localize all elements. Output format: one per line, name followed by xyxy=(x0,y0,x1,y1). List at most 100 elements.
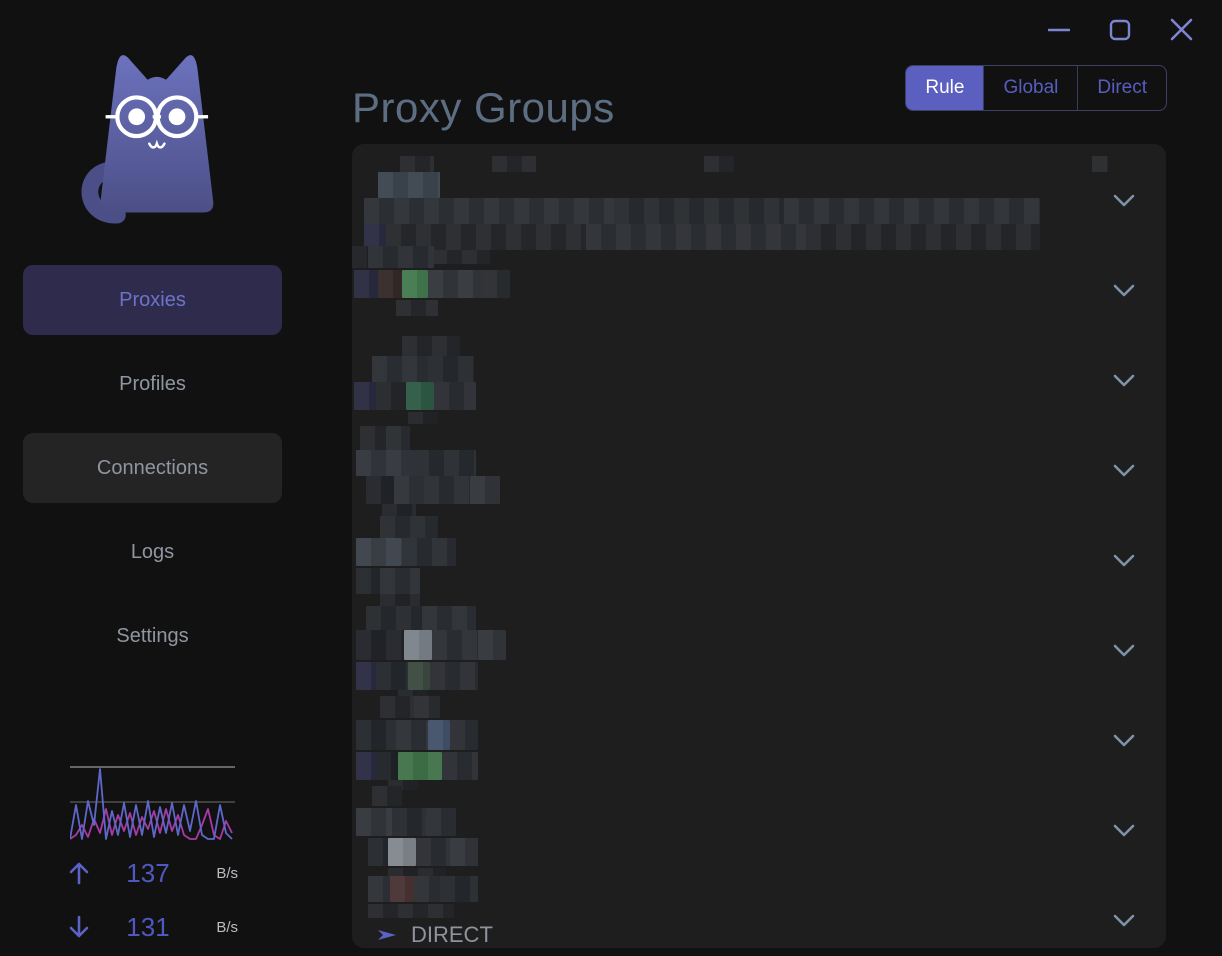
upload-speed-value: 137 xyxy=(126,857,170,888)
censored-block xyxy=(364,224,386,250)
sidebar: Proxies Profiles Connections Logs Settin… xyxy=(0,0,305,956)
mode-rule-button[interactable]: Rule xyxy=(906,66,984,110)
censored-block xyxy=(398,690,428,700)
proxy-group-row[interactable] xyxy=(352,606,1166,700)
censored-block xyxy=(704,156,734,172)
minimize-button[interactable] xyxy=(1036,12,1082,50)
censored-block xyxy=(402,270,428,298)
censored-block xyxy=(400,156,434,172)
close-button[interactable] xyxy=(1158,12,1204,50)
download-speed: 131 B/s xyxy=(68,909,238,945)
censored-block xyxy=(614,198,784,224)
censored-block xyxy=(372,356,428,382)
chevron-down-icon[interactable] xyxy=(1113,644,1135,658)
upload-speed-unit: B/s xyxy=(216,864,238,882)
censored-block xyxy=(380,568,420,594)
proxy-group-row[interactable] xyxy=(352,696,1166,790)
censored-block xyxy=(368,838,388,866)
censored-block xyxy=(428,356,474,382)
chevron-down-icon[interactable] xyxy=(1113,194,1135,208)
censored-block xyxy=(404,630,432,660)
censored-block xyxy=(394,476,424,504)
censored-block xyxy=(354,382,376,410)
minimize-icon xyxy=(1047,18,1071,45)
cat-mouth xyxy=(148,139,166,149)
chevron-down-icon[interactable] xyxy=(1113,824,1135,838)
censored-block xyxy=(376,752,398,780)
censored-block xyxy=(402,336,460,356)
censored-block xyxy=(376,662,408,690)
sidebar-item-logs[interactable]: Logs xyxy=(23,517,282,587)
sidebar-item-profiles[interactable]: Profiles xyxy=(23,349,282,419)
chevron-down-icon[interactable] xyxy=(1113,464,1135,478)
censored-block xyxy=(388,868,446,878)
censored-block xyxy=(368,876,390,902)
censored-block xyxy=(450,720,478,750)
sidebar-item-proxies[interactable]: Proxies xyxy=(23,265,282,335)
chevron-down-icon[interactable] xyxy=(1113,734,1135,748)
censored-block xyxy=(368,246,434,268)
proxy-mode-switch: Rule Global Direct xyxy=(905,65,1167,111)
censored-block xyxy=(1092,156,1108,172)
censored-block xyxy=(354,270,378,298)
censored-block xyxy=(428,720,450,750)
censored-block xyxy=(368,904,454,918)
censored-block xyxy=(432,630,478,660)
proxy-group-row[interactable] xyxy=(352,246,1166,336)
maximize-icon xyxy=(1109,19,1131,44)
censored-block xyxy=(388,780,418,790)
proxy-group-row[interactable] xyxy=(352,516,1166,606)
censored-block xyxy=(414,876,440,902)
censored-block xyxy=(414,696,440,718)
censored-block xyxy=(360,426,386,450)
upload-arrow-icon xyxy=(68,860,98,886)
censored-block xyxy=(380,696,414,718)
proxy-group-row[interactable]: DIRECT xyxy=(352,876,1166,948)
download-speed-value: 131 xyxy=(126,911,170,942)
censored-block xyxy=(396,300,438,316)
censored-block xyxy=(442,752,478,780)
sidebar-item-connections[interactable]: Connections xyxy=(23,433,282,503)
sidebar-item-label: Logs xyxy=(130,540,175,563)
censored-block xyxy=(414,450,476,476)
maximize-button[interactable] xyxy=(1097,12,1143,50)
proxy-group-row[interactable] xyxy=(352,156,1166,264)
close-icon xyxy=(1170,18,1193,44)
censored-block xyxy=(386,224,586,250)
proxy-group-row[interactable] xyxy=(352,786,1166,878)
censored-block xyxy=(366,606,422,630)
censored-block xyxy=(356,720,396,750)
proxy-group-row[interactable] xyxy=(352,426,1166,516)
censored-block xyxy=(806,224,1040,250)
chevron-down-icon[interactable] xyxy=(1113,374,1135,388)
current-node-arrow-icon xyxy=(376,926,398,944)
censored-block xyxy=(396,720,428,750)
censored-block xyxy=(408,662,430,690)
censored-block xyxy=(432,250,490,264)
censored-block xyxy=(382,504,416,516)
traffic-graph xyxy=(69,763,235,845)
sidebar-item-settings[interactable]: Settings xyxy=(23,601,282,671)
censored-block xyxy=(402,538,456,566)
chevron-down-icon[interactable] xyxy=(1113,914,1135,928)
proxy-group-row[interactable] xyxy=(352,336,1166,426)
censored-block xyxy=(366,476,394,504)
censored-block xyxy=(470,476,500,504)
chevron-down-icon[interactable] xyxy=(1113,284,1135,298)
chevron-down-icon[interactable] xyxy=(1113,554,1135,568)
mode-global-button[interactable]: Global xyxy=(983,66,1077,110)
sidebar-item-label: Connections xyxy=(96,456,209,479)
censored-block xyxy=(424,476,470,504)
censored-block xyxy=(422,606,476,630)
censored-block xyxy=(428,270,482,298)
censored-block xyxy=(390,876,414,902)
proxy-group-list: DIRECT xyxy=(352,144,1166,948)
censored-block xyxy=(364,198,614,224)
censored-block xyxy=(430,662,478,690)
mode-direct-button[interactable]: Direct xyxy=(1077,66,1166,110)
download-arrow-icon xyxy=(68,914,98,940)
titlebar[interactable] xyxy=(0,0,1222,56)
censored-block xyxy=(408,412,438,424)
censored-block xyxy=(784,198,1040,224)
current-node-label: DIRECT xyxy=(411,922,493,947)
